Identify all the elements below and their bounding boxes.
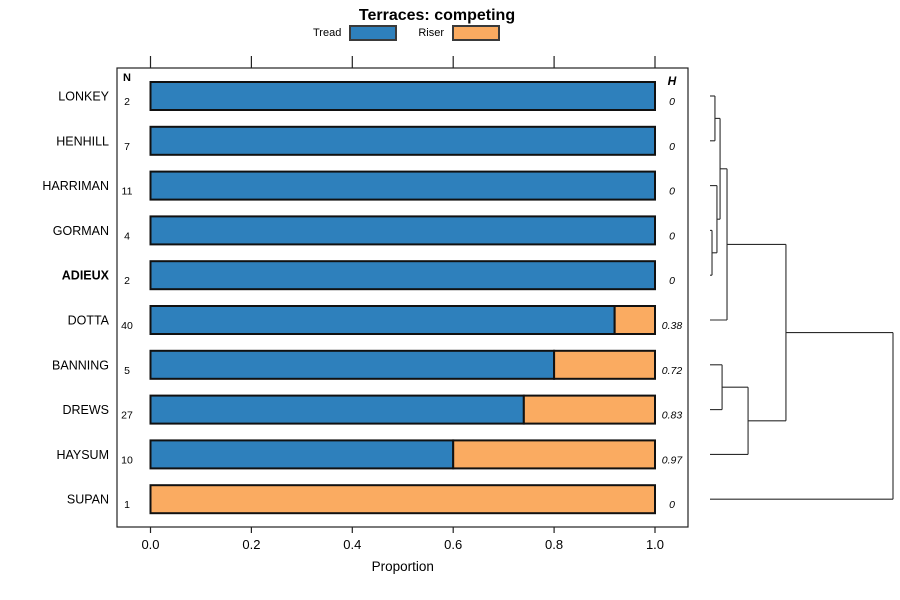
legend-label-tread: Tread xyxy=(313,27,342,39)
h-column-header: H xyxy=(668,74,677,88)
n-value: 11 xyxy=(122,186,133,198)
x-tick-label: 0.0 xyxy=(141,537,159,552)
x-axis-title: Proportion xyxy=(372,559,434,574)
x-tick-label: 0.8 xyxy=(545,537,563,552)
legend: Tread Riser xyxy=(313,25,500,41)
y-axis-label-dotta: DOTTA xyxy=(68,314,110,328)
bar-segment-riser xyxy=(149,484,656,515)
bar-segment-tread xyxy=(149,260,656,291)
bar-segment-tread xyxy=(149,394,525,425)
chart-title: Terraces: competing xyxy=(358,7,516,24)
h-value: 0.38 xyxy=(662,320,683,332)
bar-segment-riser xyxy=(522,394,657,425)
n-value: 7 xyxy=(124,141,130,153)
h-value: 0 xyxy=(669,230,675,242)
legend-item-riser: Riser xyxy=(418,25,500,41)
h-value: 0 xyxy=(669,141,675,153)
y-axis-label-adieux: ADIEUX xyxy=(62,269,110,283)
bar-segment-riser xyxy=(553,349,656,380)
n-value: 10 xyxy=(121,454,133,466)
x-tick-label: 0.4 xyxy=(343,537,361,552)
n-value: 27 xyxy=(121,410,133,422)
bar-segment-tread xyxy=(149,349,556,380)
bar-segment-tread xyxy=(149,170,656,201)
y-axis-label-drews: DREWS xyxy=(62,403,109,417)
n-value: 2 xyxy=(124,275,130,287)
bar-segment-tread xyxy=(149,305,616,335)
n-value: 40 xyxy=(121,320,133,332)
h-value: 0 xyxy=(669,186,675,198)
legend-label-riser: Riser xyxy=(418,27,444,39)
h-value: 0 xyxy=(669,499,675,511)
bar-segment-tread xyxy=(149,215,656,246)
x-tick-label: 0.6 xyxy=(444,537,462,552)
y-axis-label-gorman: GORMAN xyxy=(53,224,109,238)
h-value: 0 xyxy=(669,275,675,287)
h-value: 0.72 xyxy=(662,365,683,377)
y-axis-label-harriman: HARRIMAN xyxy=(42,179,109,193)
h-value: 0.83 xyxy=(662,410,683,422)
n-column-header: N xyxy=(123,72,131,84)
bar-segment-riser xyxy=(613,305,657,335)
n-value: 4 xyxy=(124,230,130,242)
legend-swatch-tread xyxy=(349,25,398,41)
bar-segment-riser xyxy=(452,439,657,470)
n-value: 1 xyxy=(124,499,130,511)
n-value: 2 xyxy=(124,96,130,108)
y-axis-label-lonkey: LONKEY xyxy=(58,90,109,104)
bar-segment-tread xyxy=(149,125,656,156)
y-axis-label-banning: BANNING xyxy=(52,358,109,372)
bar-segment-tread xyxy=(149,81,656,111)
x-tick-label: 1.0 xyxy=(646,537,664,552)
y-axis-label-supan: SUPAN xyxy=(67,493,109,507)
plot-box xyxy=(116,67,689,528)
y-axis-label-henhill: HENHILL xyxy=(56,134,109,148)
y-axis-label-haysum: HAYSUM xyxy=(56,448,109,462)
x-tick-label: 0.2 xyxy=(242,537,260,552)
h-value: 0.97 xyxy=(662,454,684,466)
bar-segment-tread xyxy=(149,439,455,470)
n-value: 5 xyxy=(124,365,130,377)
legend-swatch-riser xyxy=(452,25,500,41)
h-value: 0 xyxy=(669,96,675,108)
legend-item-tread: Tread xyxy=(313,25,398,41)
